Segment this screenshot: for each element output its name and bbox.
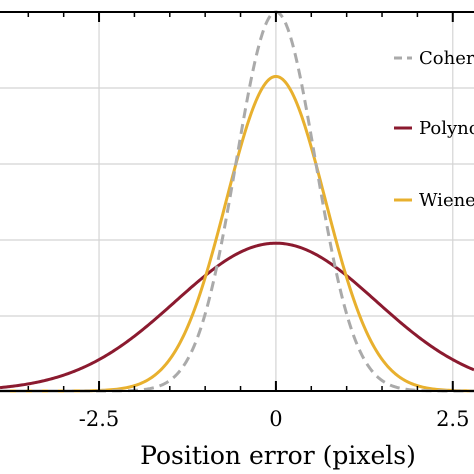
legend-label-coherent: Coherent [419,48,474,69]
x-tick-label: 0 [269,407,282,431]
x-axis-title: Position error (pixels) [140,441,416,470]
x-tick-label: -2.5 [79,407,120,431]
curves [0,10,474,393]
legend-label-polynomial: Polynomial [419,118,474,139]
series-line-coherent [0,10,474,393]
legend-label-wiener: Wiener [419,190,474,211]
series-line-wiener [0,74,474,393]
x-tick-label: 2.5 [436,407,469,431]
series-line-polynomial [0,241,474,390]
axes: -2.5 0 2.5 [0,11,474,431]
legend: Coherent Polynomial Wiener [394,48,474,211]
